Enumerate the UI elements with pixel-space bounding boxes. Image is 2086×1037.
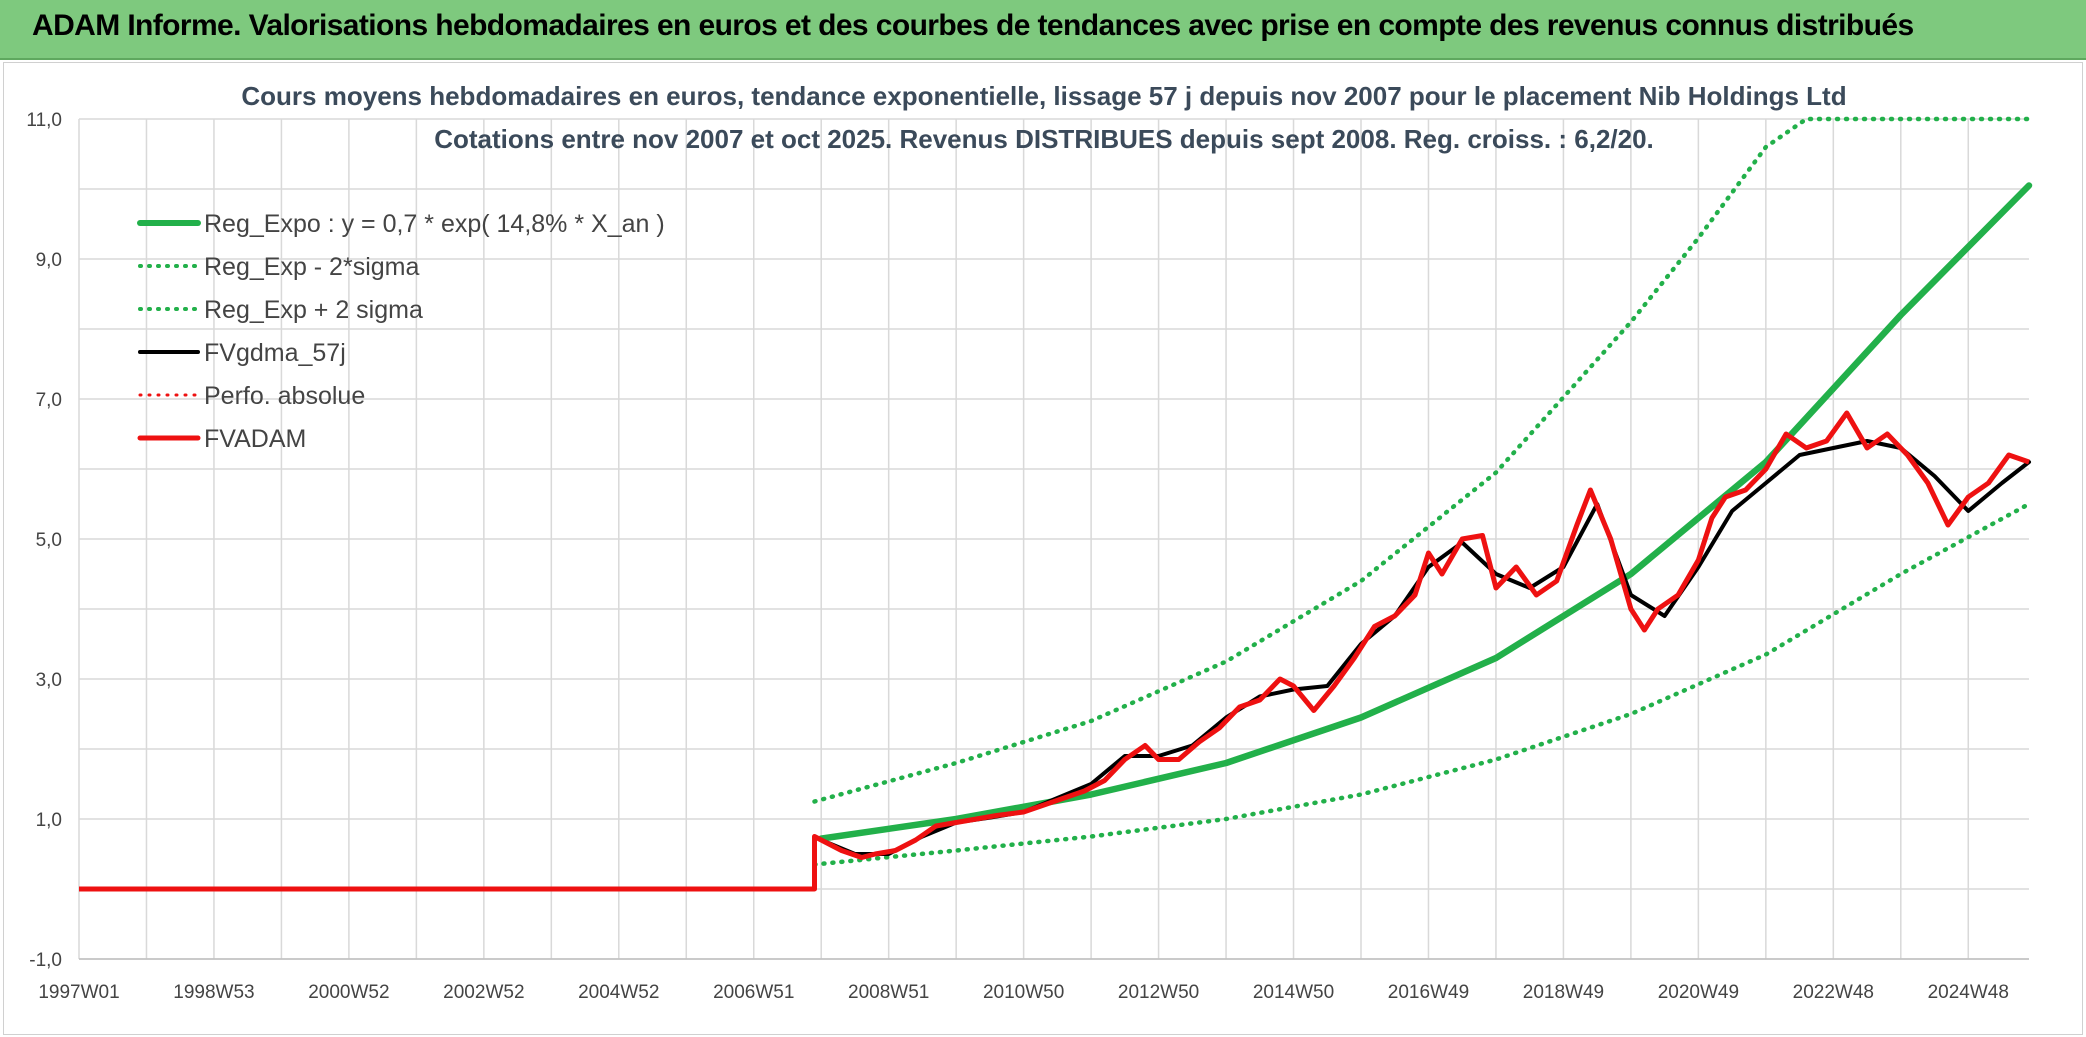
legend-label: Reg_Exp - 2*sigma (204, 253, 419, 281)
y-tick-label: 11,0 (26, 110, 62, 131)
x-axis-ticks: 1997W01 1998W53 2000W52 2002W52 2004W52 2006W… (38, 982, 2009, 1003)
x-tick-label: 2012W50 (1118, 982, 1199, 1003)
series-line-reg-expo (817, 182, 2033, 842)
x-tick-label: 2000W52 (308, 982, 389, 1003)
legend-label: Reg_Exp + 2 sigma (204, 296, 423, 324)
y-tick-label: 3,0 (36, 670, 62, 691)
chart-svg: Cours moyens hebdomadaires en euros, ten… (26, 81, 2033, 1003)
series-line-reg-exp-2-sigma (812, 501, 2032, 867)
gridlines (78, 118, 2029, 960)
banner-title: ADAM Informe. Valorisations hebdomadaire… (32, 9, 1914, 42)
x-tick-label: 2024W48 (1928, 982, 2009, 1003)
x-tick-label: 2008W51 (848, 982, 929, 1003)
y-tick-label: 1,0 (36, 810, 62, 831)
x-tick-label: 2016W49 (1388, 982, 1469, 1003)
x-tick-label: 2022W48 (1793, 982, 1874, 1003)
x-tick-label: 2004W52 (578, 982, 659, 1003)
report-banner: ADAM Informe. Valorisations hebdomadaire… (0, 0, 2086, 60)
x-tick-label: 1997W01 (38, 982, 119, 1003)
legend: Reg_Expo : y = 0,7 * exp( 14,8% * X_an )… (137, 210, 665, 453)
x-tick-label: 1998W53 (173, 982, 254, 1003)
chart-title-line-2: Cotations entre nov 2007 et oct 2025. Re… (434, 124, 1654, 154)
x-tick-label: 2018W49 (1523, 982, 1604, 1003)
y-tick-label: -1,0 (29, 950, 62, 971)
y-tick-label: 5,0 (36, 530, 62, 551)
legend-label: Perfo. absolue (204, 382, 365, 410)
chart-title-line-1: Cours moyens hebdomadaires en euros, ten… (241, 81, 1846, 111)
y-tick-label: 9,0 (36, 250, 62, 271)
y-tick-label: 7,0 (36, 390, 62, 411)
x-tick-label: 2002W52 (443, 982, 524, 1003)
series-lines (79, 116, 2033, 892)
y-axis-ticks: -1,0 1,0 3,0 5,0 7,0 9,0 11,0 (26, 110, 62, 971)
series-line-reg-exp-2-sigma (812, 116, 2032, 804)
series-line-fvadam (79, 410, 2030, 892)
legend-label: Reg_Expo : y = 0,7 * exp( 14,8% * X_an ) (204, 210, 665, 238)
series-line-fvgdma-57j (819, 439, 2031, 856)
chart-area: Cours moyens hebdomadaires en euros, ten… (3, 62, 2083, 1035)
legend-label: FVADAM (204, 425, 306, 453)
x-tick-label: 2006W51 (713, 982, 794, 1003)
x-tick-label: 2014W50 (1253, 982, 1334, 1003)
legend-label: FVgdma_57j (204, 339, 346, 367)
x-tick-label: 2010W50 (983, 982, 1064, 1003)
x-tick-label: 2020W49 (1658, 982, 1739, 1003)
